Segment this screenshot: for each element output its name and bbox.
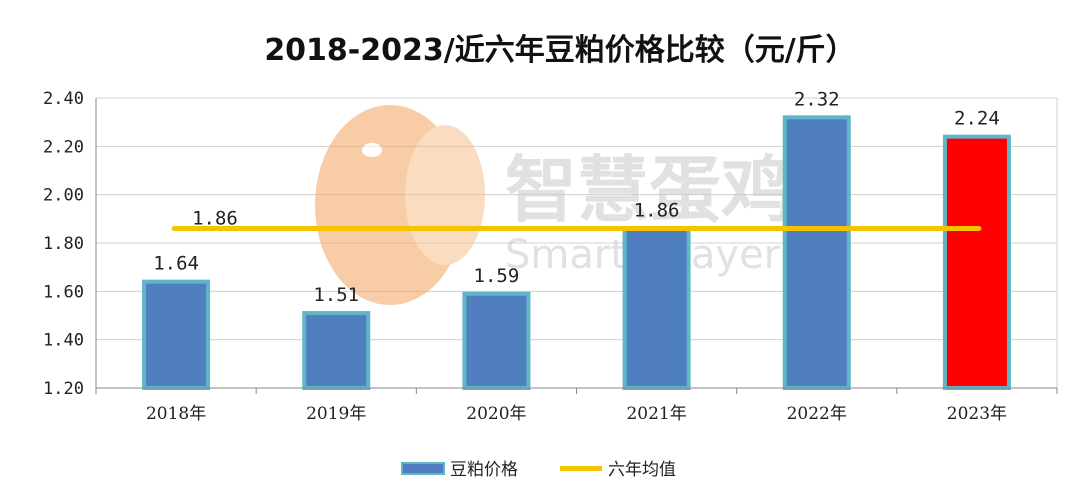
bar	[142, 279, 211, 390]
legend-swatch-line	[560, 466, 602, 471]
x-tick-label: 2021年	[626, 404, 686, 424]
data-label: 1.86	[634, 200, 680, 222]
average-label: 1.86	[192, 208, 238, 230]
y-axis: 1.20 1.40 1.60 1.80 2.00 2.20 2.40	[43, 89, 1058, 399]
legend-swatch-bar	[401, 462, 445, 475]
average-line-group: 1.86	[171, 208, 982, 231]
bar	[622, 226, 691, 390]
y-tick-label: 1.20	[43, 379, 84, 399]
y-tick-label: 1.60	[43, 282, 84, 302]
chart-title: 2018-2023/近六年豆粕价格比较（元/斤）	[264, 33, 855, 68]
data-label: 1.59	[474, 265, 520, 287]
x-tick-label: 2018年	[146, 404, 206, 424]
x-tick-label: 2023年	[947, 404, 1007, 424]
data-label: 1.64	[153, 253, 199, 275]
data-label: 2.32	[794, 88, 840, 110]
y-tick-label: 2.00	[43, 186, 84, 206]
data-labels: 1.64 1.51 1.59 1.86 2.32 2.24	[153, 88, 1000, 306]
watermark-logo: 智慧蛋鸡 Smarter layer	[315, 105, 793, 305]
y-tick-label: 1.40	[43, 331, 84, 351]
x-axis: 2018年 2019年 2020年 2021年 2022年 2023年	[95, 387, 1058, 424]
x-tick-label: 2019年	[306, 404, 366, 424]
bar	[782, 115, 851, 390]
legend-label-average: 六年均值	[608, 460, 676, 480]
y-tick-label: 1.80	[43, 234, 84, 254]
y-tick-label: 2.40	[43, 89, 84, 109]
gridlines	[96, 97, 1057, 389]
legend-label-price: 豆粕价格	[450, 460, 518, 480]
x-tick-label: 2022年	[787, 404, 847, 424]
y-tick-label: 2.20	[43, 137, 84, 157]
x-tick-label: 2020年	[466, 404, 526, 424]
data-label: 2.24	[954, 108, 1000, 130]
bar	[942, 134, 1011, 390]
bar	[462, 291, 531, 390]
bar	[302, 311, 371, 391]
watermark-text-cn: 智慧蛋鸡	[505, 148, 793, 232]
chick-logo-icon	[315, 105, 485, 305]
bar-series	[142, 115, 1011, 391]
legend-item-average: 六年均值	[560, 460, 676, 480]
data-label: 1.51	[313, 284, 359, 306]
legend: 豆粕价格 六年均值	[401, 460, 676, 480]
legend-item-price: 豆粕价格	[401, 460, 518, 480]
